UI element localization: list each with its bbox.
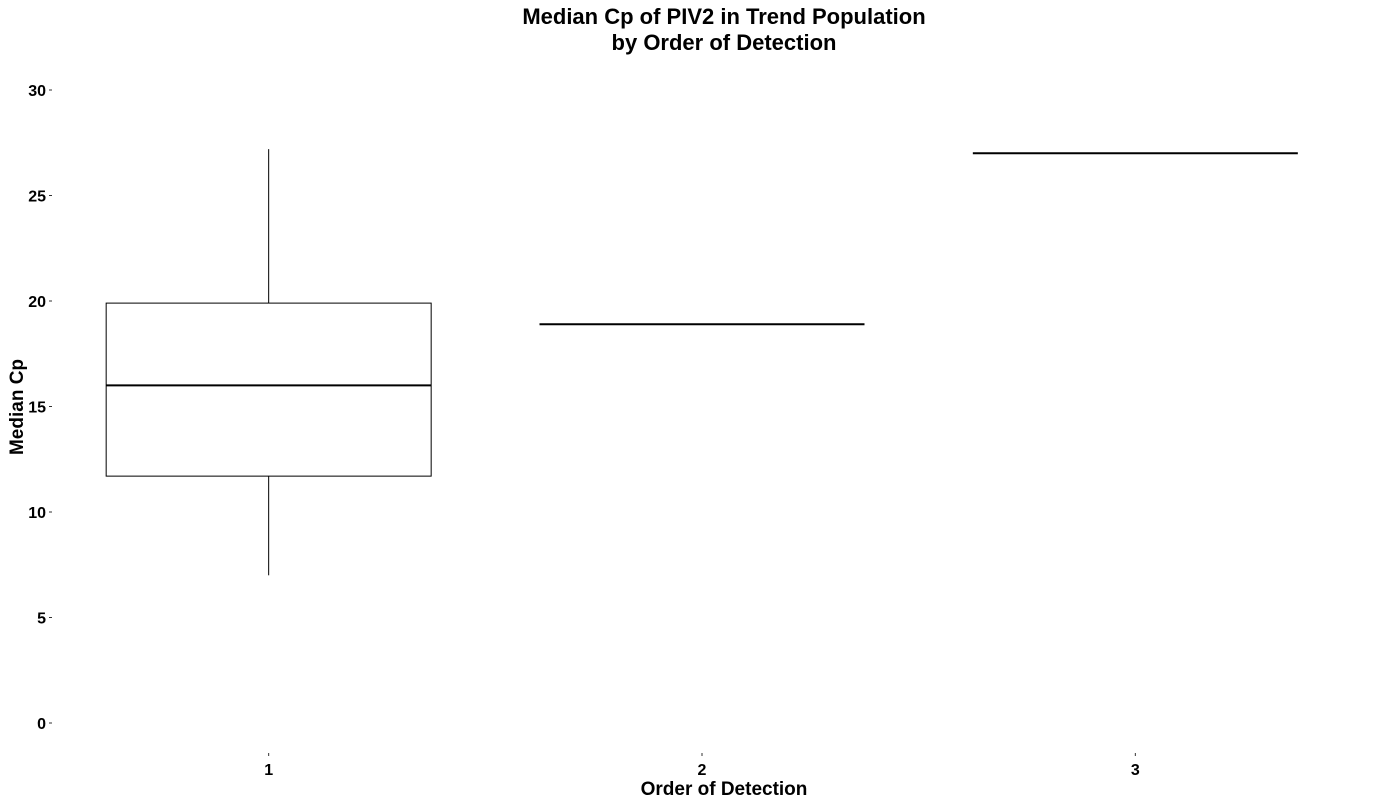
y-tick-label: 10 bbox=[28, 505, 46, 522]
chart-title-line-1: Median Cp of PIV2 in Trend Population bbox=[522, 4, 925, 29]
y-tick-label: 30 bbox=[28, 83, 46, 100]
x-tick-label: 1 bbox=[264, 762, 273, 779]
x-axis-title: Order of Detection bbox=[641, 779, 808, 800]
y-tick-label: 15 bbox=[28, 400, 46, 417]
y-tick-label: 25 bbox=[28, 189, 46, 206]
x-tick-label: 2 bbox=[698, 762, 707, 779]
x-axis: 1 2 3 bbox=[264, 753, 1140, 779]
y-tick-label: 5 bbox=[37, 611, 46, 628]
y-tick-label: 20 bbox=[28, 294, 46, 311]
x-tick-label: 3 bbox=[1131, 762, 1140, 779]
box-series bbox=[105, 149, 1298, 576]
box-iqr bbox=[105, 302, 432, 477]
chart-title-line-2: by Order of Detection bbox=[612, 30, 837, 55]
y-tick-label: 0 bbox=[37, 716, 46, 733]
y-axis: 0 5 10 15 20 25 30 bbox=[28, 83, 52, 733]
y-axis-title: Median Cp bbox=[7, 359, 28, 455]
